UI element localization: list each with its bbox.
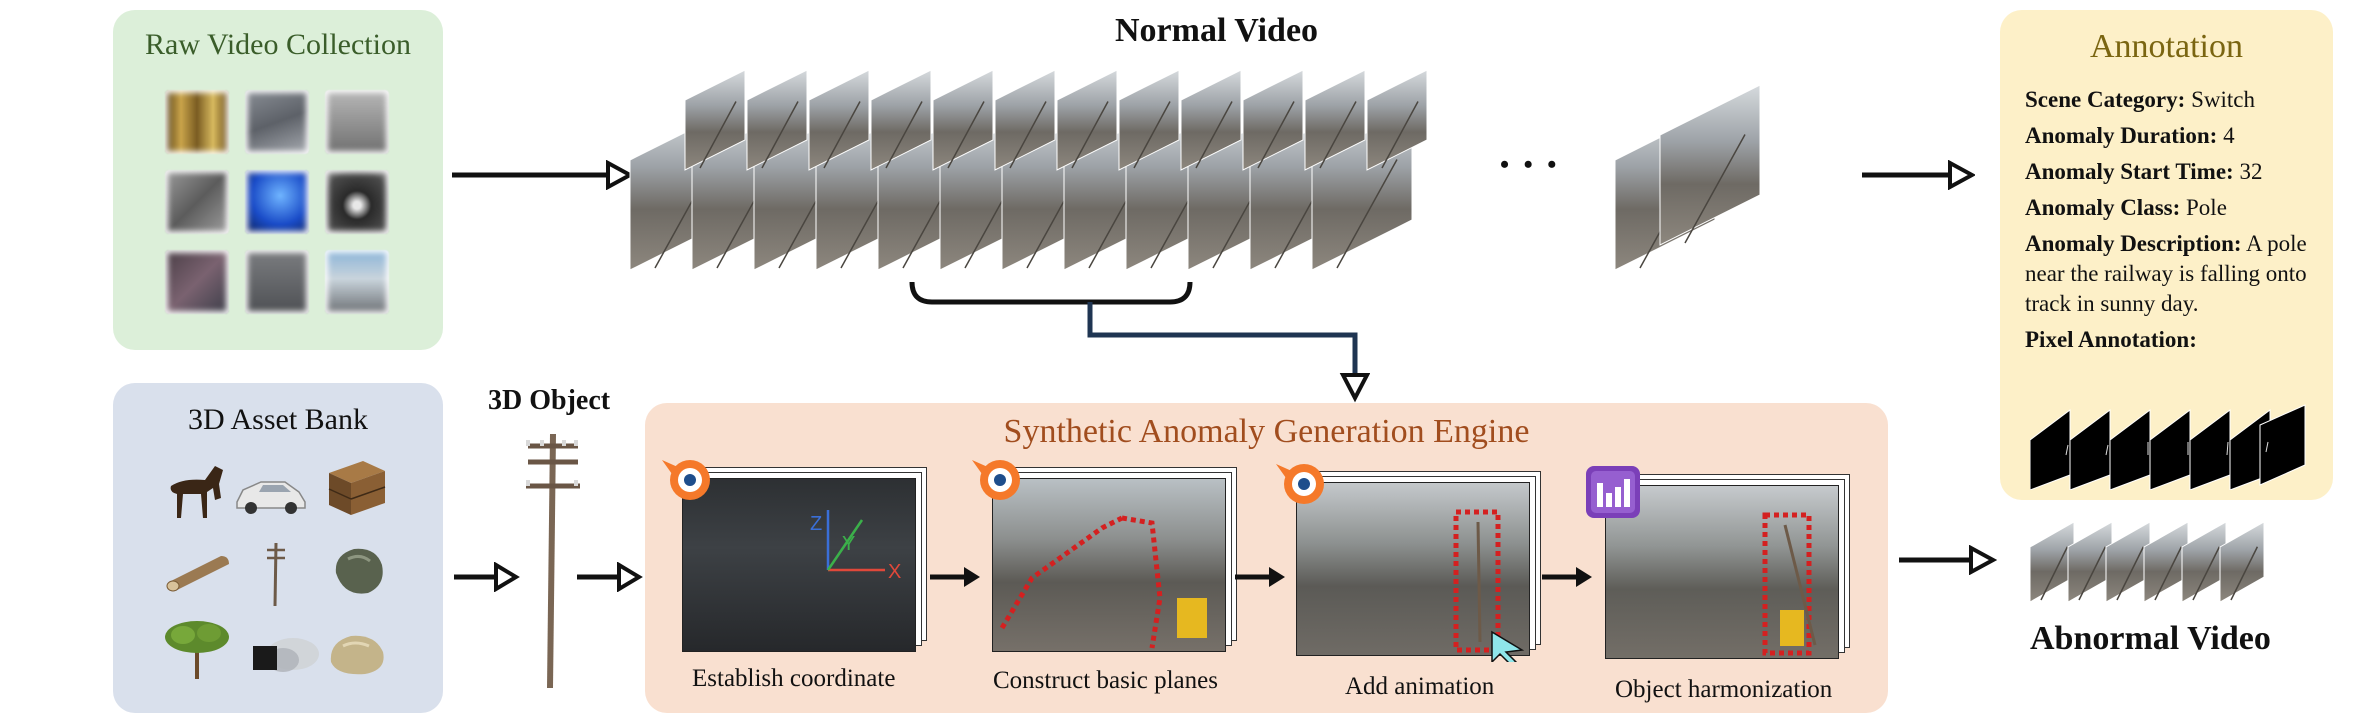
raw-thumb [165, 170, 229, 234]
raw-video-collection-title: Raw Video Collection [145, 28, 411, 61]
step-caption: Add animation [1345, 673, 1495, 700]
anomaly-start-time-row: Anomaly Start Time: 32 [2025, 159, 2263, 184]
video-frame [932, 69, 994, 171]
tree-icon [165, 621, 229, 679]
video-frame [1056, 69, 1118, 171]
arrow-step-1-2 [930, 567, 980, 587]
anomaly-duration-row: Anomaly Duration: 4 [2025, 123, 2235, 148]
small-pole-icon [267, 542, 285, 607]
video-frame [1366, 69, 1428, 171]
step-caption: Construct basic planes [993, 667, 1218, 694]
arrow-step-3-4 [1542, 567, 1592, 587]
asset-bank-title: 3D Asset Bank [188, 403, 368, 436]
blender-icon [972, 460, 1020, 500]
step-caption: Establish coordinate [692, 665, 896, 692]
ellipsis-dots: • • • [1500, 150, 1561, 179]
raw-thumb [165, 250, 229, 314]
step-construct-planes-image [992, 478, 1226, 652]
arrow-raw-to-video [452, 160, 635, 190]
blender-icon [1276, 464, 1324, 504]
red-plane-outline [999, 515, 1207, 649]
raw-thumb [165, 90, 229, 154]
axis-z-label: Z [810, 513, 822, 535]
coordinate-axes: Z Y X [810, 510, 901, 583]
horse-icon [170, 466, 223, 518]
animation-overlay [1453, 509, 1525, 662]
normal-video-title: Normal Video [1115, 12, 1319, 49]
engine-title: Synthetic Anomaly Generation Engine [1003, 413, 1530, 450]
abnormal-video-frames [2029, 521, 2265, 603]
crate-icon [328, 461, 386, 515]
harmonization-overlay [1762, 512, 1817, 656]
raw-thumb [325, 250, 389, 314]
car-icon [236, 481, 306, 514]
raw-thumb [325, 170, 389, 234]
raw-thumb [245, 250, 309, 314]
object-3d-title: 3D Object [488, 385, 611, 416]
pixel-annotation-row: Pixel Annotation: [2025, 327, 2197, 352]
boulder-icon [330, 635, 384, 675]
step-caption: Object harmonization [1615, 676, 1833, 703]
video-frame [808, 69, 870, 171]
video-frame [1118, 69, 1180, 171]
video-frame [1180, 69, 1242, 171]
arrow-object-to-engine [577, 562, 643, 592]
video-frame [684, 69, 746, 171]
raw-video-collection-panel: Raw Video Collection [113, 10, 443, 350]
arrow-step-2-3 [1235, 567, 1285, 587]
pole-icon [526, 433, 580, 689]
smoke-icon [253, 638, 319, 672]
raw-thumb [325, 90, 389, 154]
raw-thumb [245, 90, 309, 154]
arrow-video-to-annotation [1862, 160, 1975, 190]
abnormal-video-title: Abnormal Video [2030, 620, 2271, 657]
log-icon [166, 556, 229, 592]
arrow-bank-to-object [454, 562, 520, 592]
pixel-annotation-masks [2030, 404, 2306, 490]
annotation-title: Annotation [2090, 28, 2243, 65]
axis-x-label: X [888, 561, 901, 583]
video-frame [994, 69, 1056, 171]
abnormal-frame [2029, 521, 2075, 603]
annotation-body: Scene Category: Switch Anomaly Duration:… [2025, 85, 2315, 355]
bracket-connector [909, 281, 1370, 403]
axis-y-label: Y [842, 533, 855, 555]
abnormal-frame [2105, 521, 2151, 603]
frame-stack [629, 69, 1761, 271]
step-add-animation-image [1296, 482, 1530, 656]
step-establish-coordinate-image [682, 478, 916, 652]
video-frame [1659, 84, 1761, 246]
abnormal-frame [2067, 521, 2113, 603]
video-frame [1304, 69, 1366, 171]
video-frame [1242, 69, 1304, 171]
video-frame [870, 69, 932, 171]
asset-bank-panel: 3D Asset Bank [113, 383, 443, 713]
scene-category-row: Scene Category: Switch [2025, 87, 2255, 112]
harmonization-icon [1586, 466, 1640, 518]
annotation-panel: Annotation Scene Category: Switch Anomal… [2000, 10, 2333, 500]
abnormal-frame [2143, 521, 2189, 603]
abnormal-frame [2219, 521, 2265, 603]
anomaly-description-row: Anomaly Description: A pole near the rai… [2025, 231, 2307, 316]
rock-icon [335, 548, 383, 594]
video-frame [746, 69, 808, 171]
blender-icon [662, 460, 710, 500]
raw-thumb [245, 170, 309, 234]
abnormal-frame [2181, 521, 2227, 603]
arrow-engine-to-abnormal [1899, 545, 1997, 575]
anomaly-class-row: Anomaly Class: Pole [2025, 195, 2227, 220]
